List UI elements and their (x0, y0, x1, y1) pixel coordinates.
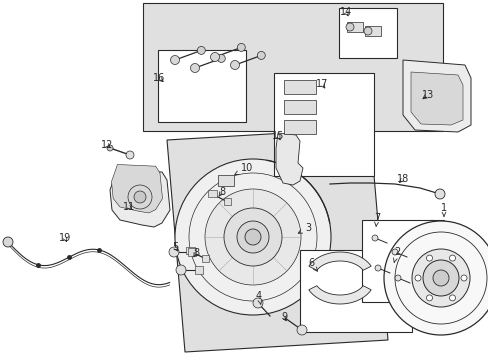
Circle shape (414, 275, 420, 281)
Bar (284, 80, 315, 94)
Circle shape (391, 249, 397, 255)
Polygon shape (308, 286, 370, 304)
Bar (142, 3, 442, 131)
Polygon shape (110, 170, 170, 227)
Text: 5: 5 (171, 242, 178, 252)
Circle shape (448, 255, 454, 261)
Circle shape (252, 298, 263, 308)
Circle shape (224, 208, 282, 266)
Circle shape (383, 221, 488, 335)
Bar (364, 26, 380, 36)
Circle shape (394, 275, 400, 281)
Circle shape (170, 55, 179, 64)
Circle shape (426, 295, 431, 301)
Circle shape (175, 159, 330, 315)
Text: 15: 15 (271, 131, 284, 141)
Polygon shape (410, 72, 462, 125)
Text: 13: 13 (421, 90, 433, 100)
Text: 19: 19 (59, 233, 71, 243)
Circle shape (371, 235, 377, 241)
Circle shape (169, 247, 179, 257)
Bar (218, 175, 234, 186)
Bar (361, 220, 443, 302)
Bar (338, 8, 396, 58)
Text: 7: 7 (373, 213, 379, 226)
Bar (202, 255, 208, 262)
Circle shape (363, 27, 371, 35)
Circle shape (434, 189, 444, 199)
Circle shape (460, 275, 466, 281)
Polygon shape (308, 252, 370, 270)
Bar (224, 198, 230, 205)
Text: 8: 8 (219, 187, 224, 197)
Circle shape (422, 260, 458, 296)
Circle shape (237, 44, 245, 51)
Polygon shape (167, 128, 387, 352)
Bar (207, 190, 217, 197)
Circle shape (296, 325, 306, 335)
Text: 1: 1 (440, 203, 446, 216)
Circle shape (237, 221, 268, 253)
Text: 10: 10 (234, 163, 253, 175)
Bar (185, 247, 195, 254)
Polygon shape (111, 165, 162, 213)
Polygon shape (402, 60, 470, 132)
Text: 9: 9 (281, 312, 286, 322)
Circle shape (244, 229, 261, 245)
Text: 11: 11 (122, 202, 135, 212)
Bar (273, 73, 373, 176)
Circle shape (230, 60, 239, 69)
Text: 2: 2 (392, 247, 399, 262)
Circle shape (257, 51, 265, 59)
Bar (284, 120, 315, 134)
Bar (195, 266, 203, 274)
Circle shape (411, 249, 469, 307)
Circle shape (176, 265, 185, 275)
Circle shape (204, 189, 301, 285)
Circle shape (197, 46, 205, 54)
Text: 12: 12 (101, 140, 113, 150)
Circle shape (346, 23, 353, 31)
Circle shape (128, 185, 152, 209)
Text: 3: 3 (298, 223, 310, 233)
Circle shape (3, 237, 13, 247)
Bar (346, 22, 362, 32)
Bar (299, 250, 411, 332)
Circle shape (126, 151, 134, 159)
Circle shape (107, 145, 113, 151)
Bar (158, 50, 245, 122)
Circle shape (432, 270, 448, 286)
Text: 18: 18 (396, 174, 408, 184)
Bar (187, 248, 196, 256)
Circle shape (190, 63, 199, 72)
Circle shape (217, 54, 225, 62)
Circle shape (134, 191, 146, 203)
Bar (284, 100, 315, 114)
Text: 4: 4 (255, 291, 262, 304)
Circle shape (426, 255, 431, 261)
Text: 16: 16 (153, 73, 165, 83)
Circle shape (374, 265, 380, 271)
Text: 6: 6 (307, 258, 317, 271)
Text: 8: 8 (193, 248, 199, 258)
Circle shape (448, 295, 454, 301)
Circle shape (210, 53, 219, 62)
Text: 14: 14 (339, 7, 351, 17)
Text: 17: 17 (315, 79, 327, 89)
Polygon shape (275, 133, 303, 185)
